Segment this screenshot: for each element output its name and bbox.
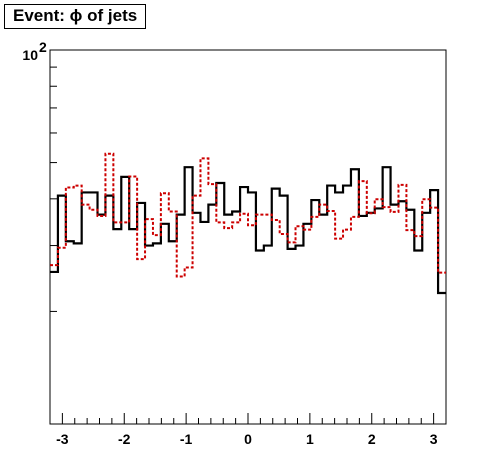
- x-tick-label: 0: [244, 431, 252, 447]
- y-tick-exponent: 2: [39, 39, 47, 55]
- x-tick-label: 3: [430, 431, 438, 447]
- chart-title: Event: ϕ of jets: [4, 4, 147, 29]
- x-tick-label: -2: [118, 431, 131, 447]
- x-tick-label: 1: [306, 431, 314, 447]
- plot-frame: [49, 49, 447, 425]
- axis-ticks: [49, 49, 447, 425]
- histogram-line-series-1: [50, 166, 446, 295]
- y-tick-label: 10: [22, 47, 38, 63]
- x-tick-label: -1: [180, 431, 193, 447]
- histogram-series: [50, 152, 446, 295]
- x-tick-label: -3: [56, 431, 69, 447]
- histogram-line-series-2: [50, 152, 446, 278]
- x-tick-label: 2: [368, 431, 376, 447]
- axis-labels: -3 -2 -1 0 1 2 310 2: [22, 39, 437, 447]
